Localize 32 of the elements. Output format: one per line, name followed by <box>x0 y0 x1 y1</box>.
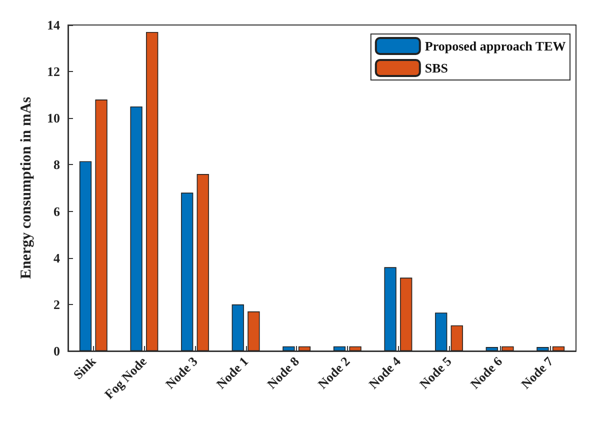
bar <box>196 174 209 351</box>
y-tick-label: 10 <box>47 110 60 126</box>
bar <box>384 267 396 351</box>
bar <box>146 32 158 351</box>
bar <box>486 347 498 351</box>
bar <box>130 106 142 351</box>
y-tick-label: 6 <box>54 204 60 219</box>
bar <box>349 346 362 351</box>
bar <box>435 312 448 351</box>
bar <box>400 278 412 351</box>
legend-label: SBS <box>424 60 448 76</box>
bar <box>95 100 108 351</box>
bar <box>298 346 311 351</box>
y-tick-label: 0 <box>54 344 60 358</box>
y-tick-label: 12 <box>47 64 60 80</box>
bar <box>248 311 260 351</box>
y-axis-title: Energy consumption in mAs <box>18 96 34 280</box>
bar <box>333 346 346 351</box>
bar <box>181 192 194 351</box>
bar <box>450 325 463 351</box>
bar <box>502 346 514 351</box>
bar <box>552 346 565 351</box>
bar <box>79 161 92 351</box>
y-tick-label: 14 <box>47 18 60 32</box>
x-tick-label: Sink <box>70 353 100 382</box>
bar <box>232 304 244 351</box>
y-tick-label: 4 <box>54 250 60 266</box>
y-tick-label: 8 <box>54 157 60 172</box>
legend-label: Proposed approach TEW <box>424 38 566 54</box>
y-tick-label: 2 <box>54 296 60 312</box>
bar <box>282 346 295 351</box>
bar <box>536 347 549 351</box>
